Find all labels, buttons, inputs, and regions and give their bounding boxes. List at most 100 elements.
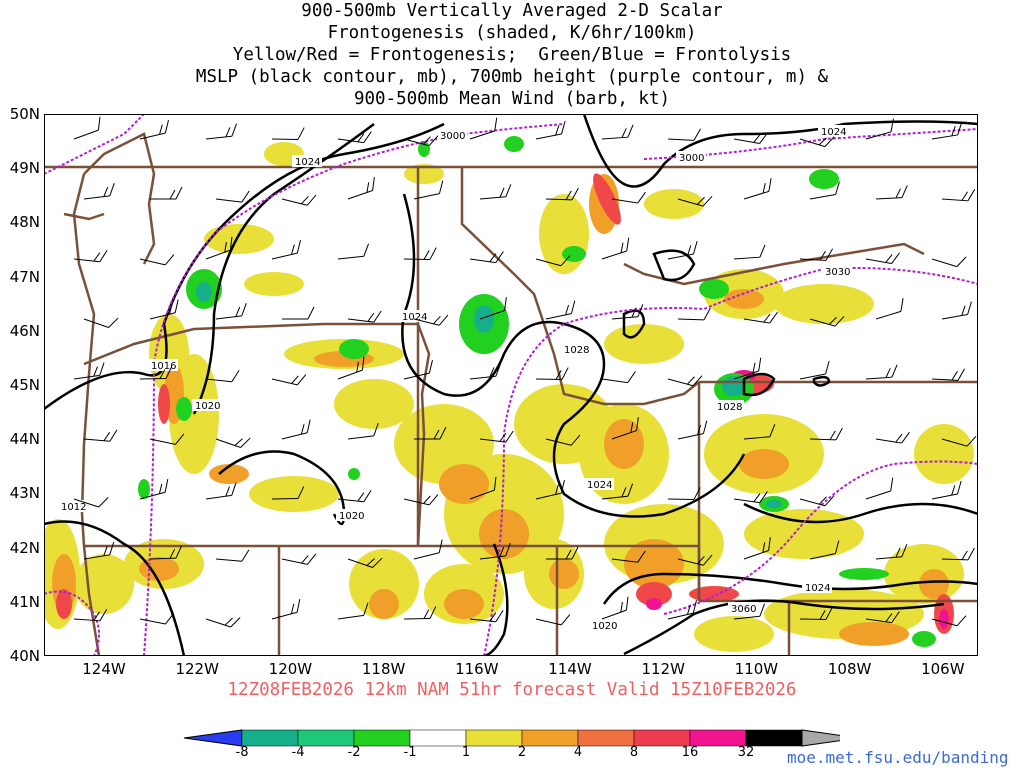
wind-barb (469, 476, 497, 500)
wind-barb (73, 362, 105, 380)
wind-barb (413, 539, 443, 560)
wind-barb (865, 364, 898, 380)
wind-barb (479, 543, 511, 560)
wind-barb (271, 127, 305, 140)
wind-barb (941, 301, 972, 320)
wind-barb (865, 118, 894, 140)
colorbar-min-arrow (183, 729, 243, 747)
wind-barb (875, 298, 904, 320)
wind-barb (677, 307, 711, 321)
wind-barb (809, 181, 840, 200)
colorbar-cell (241, 729, 299, 747)
wind-barb (799, 495, 835, 507)
colorbar-label: 32 (737, 745, 755, 760)
longitude-label: 122W (175, 660, 219, 678)
wind-barb (83, 317, 119, 328)
longitude-label: 110W (734, 660, 779, 678)
wind-barb (865, 252, 900, 265)
wind-barb (271, 599, 301, 620)
mslp-label: 1024 (402, 312, 427, 323)
mslp-label: 1016 (151, 361, 176, 372)
mslp-label: 1028 (717, 402, 742, 413)
longitude-label: 124W (82, 660, 126, 678)
wind-barb (931, 256, 967, 268)
wind-barb (809, 427, 843, 441)
wind-barb (282, 306, 315, 320)
wind-barb (743, 311, 778, 324)
latitude-label: 44N (9, 430, 40, 449)
wind-barb (799, 136, 835, 148)
wind-barb (347, 177, 375, 200)
wind-barb (139, 613, 175, 625)
wind-barb (215, 437, 251, 448)
title-line-3: Yellow/Red = Frontogenesis; Green/Blue =… (232, 45, 792, 65)
wind-barb (73, 497, 109, 508)
wind-barb (677, 420, 708, 440)
wind-barb (271, 486, 305, 500)
wind-barb (215, 303, 247, 320)
latitude-label: 49N (9, 159, 40, 178)
wind-barb (150, 186, 183, 200)
wind-barb (931, 480, 962, 500)
forecast-valid-line: 12Z08FEB2026 12km NAM 51hr forecast Vali… (227, 680, 797, 700)
height-label: 3060 (731, 604, 756, 615)
colorbar-label: 1 (461, 745, 471, 760)
wind-barb (337, 131, 372, 144)
wind-barb (677, 554, 713, 566)
wind-barb (865, 477, 894, 500)
wind-barb (931, 615, 967, 627)
wind-barb (941, 189, 976, 202)
longitude-label: 106W (921, 660, 965, 678)
wind-barb (611, 417, 639, 440)
wind-barb (149, 545, 183, 560)
wind-barb (667, 487, 701, 500)
wind-barb (83, 183, 115, 200)
wind-barb (479, 430, 514, 443)
wind-barb (149, 433, 185, 445)
wind-barb (215, 549, 250, 562)
longitude-label: 116W (455, 660, 499, 678)
wind-barb (875, 544, 908, 560)
wind-barb (601, 124, 634, 140)
wind-barb (347, 310, 382, 323)
wind-barb (83, 541, 115, 560)
wind-barb (601, 371, 636, 384)
latitude-label: 40N (9, 647, 40, 665)
wind-barb (743, 178, 772, 200)
wind-barb (809, 315, 845, 327)
mslp-label: 1020 (592, 621, 617, 632)
wind-barb (281, 553, 317, 565)
wind-barb (611, 550, 646, 563)
colorbar-cell (465, 729, 523, 747)
wind-barb (733, 244, 766, 260)
height-label: 3030 (825, 267, 850, 278)
wind-barb (733, 357, 762, 380)
wind-barb (545, 187, 579, 201)
wind-barb (743, 537, 771, 560)
colorbar-max-arrow (801, 729, 840, 747)
wind-barb (403, 606, 437, 620)
wind-barb (281, 419, 311, 440)
wind-barb (205, 236, 233, 260)
wind-barb (611, 304, 644, 320)
wind-barb (799, 248, 834, 261)
mslp-label: 1028 (564, 345, 589, 356)
wind-barb (139, 119, 169, 140)
figure-title: 900-500mb Vertically Averaged 2-D Scalar… (0, 0, 1024, 110)
colorbar-cell (689, 729, 747, 747)
wind-barb (941, 435, 977, 447)
wind-barb (545, 300, 576, 320)
latitude-label: 46N (9, 321, 40, 340)
wind-barb (733, 603, 766, 620)
wind-barb (139, 479, 169, 500)
colorbar-label: 16 (681, 745, 699, 760)
wind-barb (875, 431, 910, 444)
title-line-5: 900-500mb Mean Wind (barb, kt) (353, 89, 671, 109)
credit-link[interactable]: moe.met.fsu.edu/banding (787, 748, 1009, 767)
wind-barb (271, 374, 307, 386)
mslp-label: 1012 (61, 502, 86, 513)
latitude-label: 43N (9, 484, 40, 503)
map-panel: 1024 1024 1024 1016 1020 1012 1020 1028 … (44, 114, 978, 656)
wind-barb (281, 194, 317, 206)
colorbar-cell (297, 729, 355, 747)
